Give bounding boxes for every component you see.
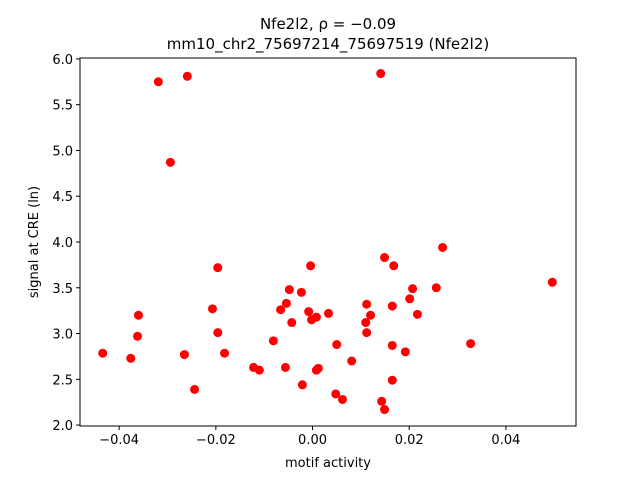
data-point [389,261,399,271]
data-point [387,375,397,385]
data-point [338,394,348,404]
data-point [431,283,441,293]
data-point [408,284,418,294]
data-point [213,263,223,273]
data-point [362,328,372,338]
data-point [254,365,264,375]
x-tick-label: 0.00 [298,433,327,448]
data-point [220,348,230,358]
data-point [347,356,357,366]
data-point [366,310,376,320]
data-point [268,336,278,346]
data-point [284,285,294,295]
data-point [405,294,415,304]
x-axis: −0.04 −0.02 0.00 0.02 0.04 [99,426,520,448]
x-tick-label: 0.02 [395,433,424,448]
data-point [182,71,192,81]
data-point [331,389,341,399]
data-point [306,261,316,271]
data-point [387,340,397,350]
data-point [380,253,390,263]
x-tick-label: 0.04 [491,433,520,448]
chart-title-line2: mm10_chr2_75697214_75697519 (Nfe2l2) [167,35,489,54]
data-point [438,242,448,252]
data-point [296,287,306,297]
data-point [276,305,286,315]
y-axis: 2.0 2.5 3.0 3.5 4.0 4.5 5.0 5.5 6.0 [52,53,80,434]
data-point [304,307,314,317]
data-point [362,299,372,309]
x-axis-label: motif activity [285,456,371,471]
data-point [133,331,143,341]
data-point [376,69,386,79]
y-tick-label: 3.5 [52,282,73,297]
data-point [190,384,200,394]
y-tick-label: 5.0 [52,144,73,159]
x-tick-label: −0.04 [99,433,139,448]
y-axis-label: signal at CRE (ln) [27,186,42,298]
data-point [412,309,422,319]
data-point [280,362,290,372]
data-point [165,157,175,167]
y-tick-label: 3.0 [52,328,73,343]
data-point [361,318,371,328]
data-point [153,77,163,87]
data-point [281,298,291,308]
data-point [387,301,397,311]
data-point [400,347,410,357]
y-tick-label: 6.0 [52,53,73,68]
points-layer [98,69,557,415]
data-point [466,339,476,349]
data-point [133,310,143,320]
data-point [377,396,387,406]
data-point [287,318,297,328]
data-point [332,340,342,350]
data-point [213,328,223,338]
y-tick-label: 2.5 [52,373,73,388]
data-point [380,405,390,415]
data-point [179,350,189,360]
y-tick-label: 2.0 [52,419,73,434]
y-tick-label: 5.5 [52,99,73,114]
data-point [313,363,323,373]
chart-title-line1: Nfe2l2, ρ = −0.09 [260,15,396,33]
data-point [323,308,333,318]
data-point [297,380,307,390]
axes-frame [79,57,577,427]
data-point [207,304,217,314]
data-point [98,348,108,358]
data-point [126,353,136,363]
data-point [311,312,321,322]
x-tick-label: −0.02 [196,433,236,448]
y-tick-label: 4.5 [52,190,73,205]
y-tick-label: 4.0 [52,236,73,251]
data-point [547,277,557,287]
